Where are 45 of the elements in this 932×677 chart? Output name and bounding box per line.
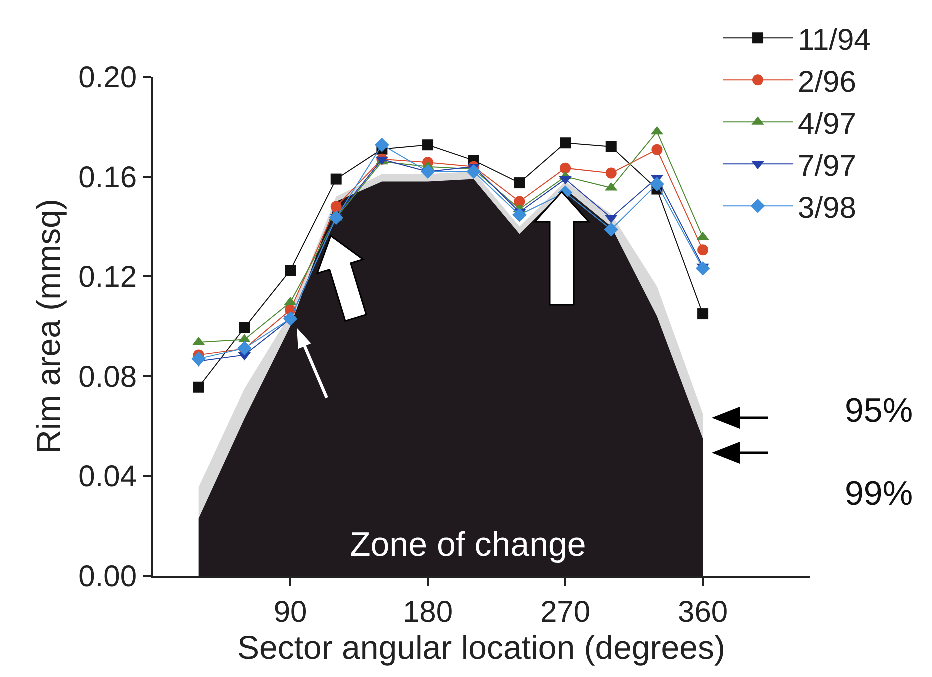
text: 99% <box>845 475 914 513</box>
point <box>330 174 342 185</box>
point <box>698 308 709 320</box>
y-tick-label: 0.04 <box>78 460 137 494</box>
legend-label: 7/97 <box>798 150 856 183</box>
point <box>696 261 710 276</box>
point <box>283 312 298 326</box>
point <box>512 208 527 222</box>
point <box>239 322 250 334</box>
x-tick-label: 180 <box>402 596 454 629</box>
point <box>514 196 526 208</box>
point <box>375 138 390 152</box>
point <box>560 138 572 149</box>
y-tick-label: 0.12 <box>78 261 137 294</box>
annotation: Zone of change <box>350 526 586 564</box>
legend-label: 3/98 <box>798 192 856 225</box>
point <box>560 162 572 174</box>
point <box>652 144 663 156</box>
y-tick-label: 0.16 <box>78 161 137 194</box>
legend-label: 4/97 <box>798 108 856 141</box>
y-axis-title: Rim area (mmsq) <box>30 199 68 454</box>
point <box>604 222 619 237</box>
point <box>330 201 342 212</box>
legend-label: 11/94 <box>798 24 871 57</box>
point <box>422 140 434 151</box>
x-tick-label: 360 <box>678 596 728 629</box>
x-tick-label: 90 <box>274 596 308 629</box>
point <box>514 178 526 189</box>
point <box>285 265 296 276</box>
y-tick-label: 0.00 <box>78 560 137 594</box>
y-tick-label: 0.08 <box>78 360 137 394</box>
point <box>193 382 204 393</box>
point <box>420 164 436 179</box>
x-tick-label: 270 <box>540 596 591 629</box>
legend-label: 2/96 <box>798 66 856 99</box>
point <box>650 177 664 192</box>
y-tick-label: 0.20 <box>78 62 137 94</box>
point <box>606 141 617 152</box>
text: 95% <box>845 392 914 430</box>
point <box>606 168 617 179</box>
point <box>466 164 482 179</box>
x-axis-title: Sector angular location (degrees) <box>238 629 726 666</box>
point <box>698 244 709 256</box>
point <box>192 352 206 366</box>
point <box>329 210 344 226</box>
